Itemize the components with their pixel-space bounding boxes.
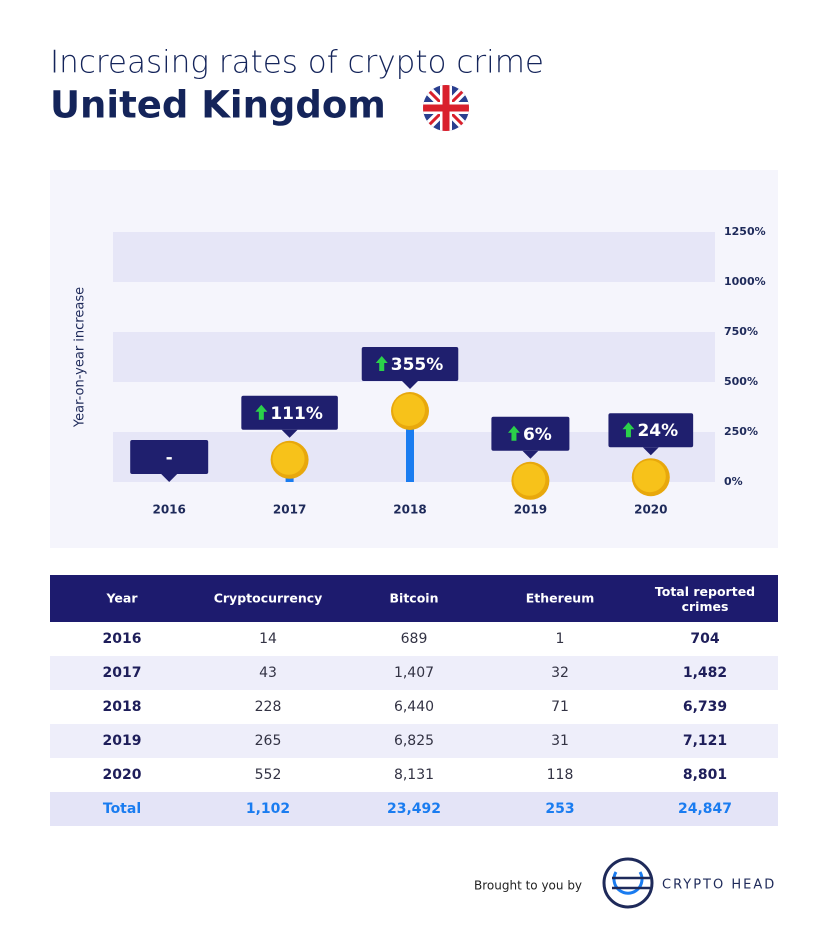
callout-box — [130, 440, 209, 474]
table-cell: 2016 — [103, 631, 142, 647]
table-cell: 6,825 — [394, 733, 434, 749]
table-total-cell: Total — [103, 801, 141, 817]
value-callout: 6% — [491, 416, 570, 459]
table-cell: 228 — [255, 699, 282, 715]
column-header: Bitcoin — [390, 591, 439, 606]
y-tick-label: 0% — [724, 475, 743, 488]
data-label: 6% — [523, 425, 552, 445]
table-cell: 704 — [690, 631, 719, 647]
table-cell: 43 — [259, 665, 277, 681]
table-cell: 6,440 — [394, 699, 434, 715]
table-cell: 2020 — [103, 767, 142, 783]
table-row-bg — [50, 724, 778, 758]
x-tick-label: 2016 — [152, 503, 185, 517]
callout-pointer — [402, 381, 418, 389]
up-arrow — [622, 422, 635, 438]
x-tick-label: 2017 — [273, 503, 306, 517]
x-tick-label: 2019 — [514, 503, 547, 517]
table-total-cell: 1,102 — [246, 801, 290, 817]
table-total-cell: 24,847 — [678, 801, 732, 817]
table-row-bg — [50, 690, 778, 724]
table-row-bg — [50, 758, 778, 792]
table-header-bg — [50, 575, 778, 622]
y-tick-label: 750% — [724, 325, 758, 338]
table-cell: 8,801 — [683, 767, 727, 783]
column-header: Total reported crimes — [655, 584, 755, 614]
callout-box — [361, 347, 459, 381]
callout-pointer — [642, 447, 659, 456]
table-cell: 14 — [259, 631, 277, 647]
table: Year Cryptocurrency Bitcoin Ethereum Total r… — [50, 575, 778, 826]
brand: CRYPTO HEAD — [662, 878, 776, 893]
column-header: Cryptocurrency — [214, 591, 323, 606]
callout-box — [491, 416, 570, 451]
table-total-cell: 253 — [545, 801, 574, 817]
stem — [406, 411, 414, 482]
table-cell: 32 — [551, 665, 569, 681]
y-tick-label: 500% — [724, 375, 758, 388]
marker-face — [633, 460, 666, 493]
table-cell: 8,131 — [394, 767, 434, 783]
table-cell: 2018 — [103, 699, 142, 715]
subtitle: United Kingdom — [50, 84, 386, 127]
column-header: Ethereum — [526, 591, 594, 606]
table-cell: 71 — [551, 699, 569, 715]
table-cell: 31 — [551, 733, 569, 749]
table-cell: 689 — [401, 631, 428, 647]
table-cell: 118 — [547, 767, 574, 783]
data-label: 24% — [637, 421, 678, 441]
y-tick-label: 250% — [724, 425, 758, 438]
table-row-bg — [50, 622, 778, 656]
table-cell: 552 — [255, 767, 282, 783]
chart: 0% 250% 500% 750% 1000% 1250% Year-on-year inc… — [73, 225, 766, 517]
credit: Brought to you by — [474, 879, 582, 893]
table-cell: 1,482 — [683, 665, 727, 681]
title: Increasing rates of crypto crime — [50, 45, 544, 81]
uk-flag — [423, 85, 469, 131]
up-arrow — [255, 404, 268, 420]
callout-pointer — [522, 450, 539, 459]
table-cell: 6,739 — [683, 699, 727, 715]
table-cell: 1 — [556, 631, 565, 647]
value-callout: 24% — [608, 413, 694, 456]
y-axis-label: Year-on-year increase — [73, 287, 88, 428]
x-tick-label: 2018 — [393, 503, 426, 517]
callout-box — [241, 395, 338, 430]
callout-pointer — [161, 474, 178, 482]
x-tick-label: 2020 — [634, 503, 667, 517]
up-arrow — [375, 356, 388, 371]
value-callout: - — [130, 440, 209, 482]
data-label: 355% — [391, 355, 444, 375]
callout-pointer — [281, 429, 298, 438]
table-cell: 7,121 — [683, 733, 727, 749]
table-cell: 2017 — [103, 665, 142, 681]
table-cell: 1,407 — [394, 665, 434, 681]
value-callout: 355% — [361, 347, 459, 389]
data-label: 111% — [270, 404, 323, 424]
marker-face — [393, 394, 425, 426]
column-header: Year — [106, 591, 139, 606]
table-total-cell: 23,492 — [387, 801, 441, 817]
value-callout: 111% — [241, 395, 338, 438]
table-cell: 265 — [255, 733, 282, 749]
brand-logo — [602, 857, 654, 909]
table-total-bg — [50, 792, 778, 826]
up-arrow — [507, 425, 520, 441]
table-cell: 2019 — [103, 733, 142, 749]
callout-box — [608, 413, 694, 448]
marker-face — [513, 463, 546, 496]
y-tick-label: 1250% — [724, 225, 766, 238]
data-label: - — [166, 448, 173, 468]
grid-band — [113, 232, 715, 282]
y-tick-label: 1000% — [724, 275, 766, 288]
marker-face — [272, 442, 305, 475]
table-row-bg — [50, 656, 778, 690]
